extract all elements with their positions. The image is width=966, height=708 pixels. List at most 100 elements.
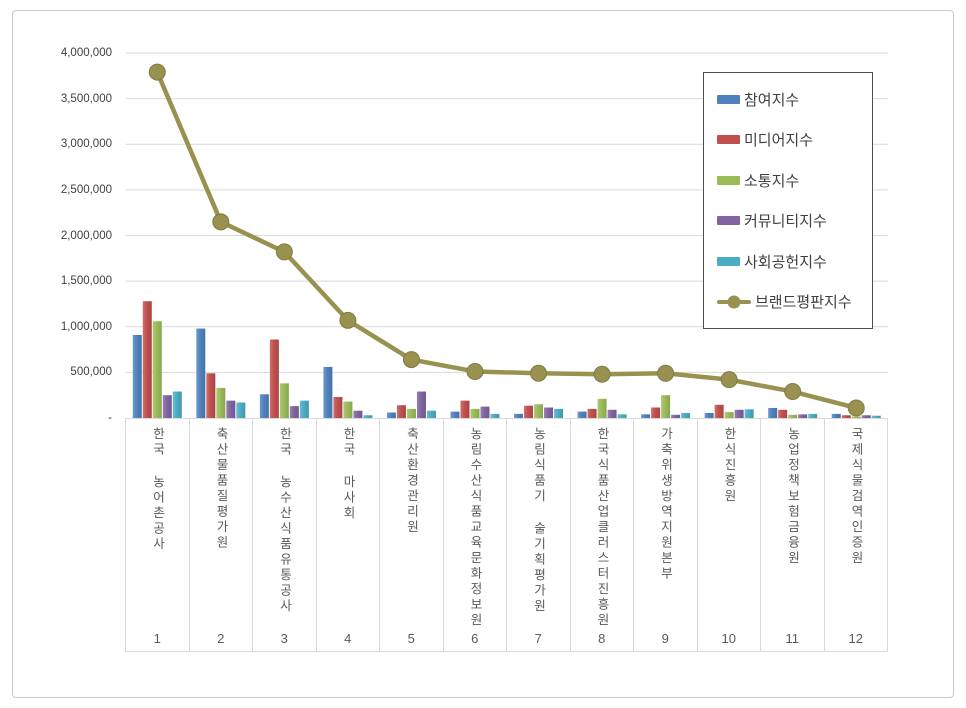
bar-series-2-cat-3: [279, 383, 289, 418]
y-tick-label: 3,000,000: [60, 138, 112, 151]
line-marker-cat-8: [593, 365, 611, 383]
category-cell-10: 한식진흥원 10: [698, 419, 761, 651]
legend-item-social: 사회공헌지수: [717, 251, 872, 272]
legend-label: 사회공헌지수: [744, 253, 827, 271]
category-cell-4: 한국 마사회 4: [317, 419, 380, 651]
line-marker-cat-4: [339, 311, 357, 329]
bar-series-1-cat-2: [206, 373, 216, 418]
bar-series-1-cat-7: [524, 405, 534, 418]
bar-series-0-cat-8: [577, 411, 587, 418]
bar-series-4-cat-5: [426, 410, 436, 418]
category-cell-11: 농업정책보험금융원 11: [761, 419, 825, 651]
legend-label: 커뮤니티지수: [744, 213, 827, 231]
category-rank: 8: [598, 631, 606, 646]
bar-series-4-cat-1: [172, 391, 182, 418]
y-tick-label: 2,000,000: [60, 229, 112, 242]
bar-series-4-cat-3: [299, 400, 309, 418]
bar-series-0-cat-2: [196, 328, 206, 418]
bar-series-1-cat-5: [396, 405, 406, 418]
bar-series-1-cat-3: [269, 339, 279, 418]
category-cell-1: 한국 농어촌공사 1: [125, 419, 190, 651]
bar-series-3-cat-11: [798, 414, 808, 418]
bar-series-0-cat-6: [450, 411, 460, 418]
category-rank: 4: [344, 631, 352, 646]
bar-series-2-cat-4: [343, 401, 353, 418]
legend-item-community: 커뮤니티지수: [717, 210, 872, 231]
category-label: 한식진흥원: [722, 427, 736, 505]
bar-series-2-cat-7: [534, 404, 544, 418]
category-label: 한국식품산업클러스터진흥원: [595, 427, 609, 629]
bar-series-0-cat-1: [132, 334, 142, 418]
bar-series-3-cat-7: [544, 407, 554, 418]
line-marker-cat-7: [530, 364, 548, 382]
bar-series-2-cat-2: [216, 387, 226, 418]
bar-series-2-cat-10: [724, 412, 734, 418]
category-rank: 11: [785, 631, 800, 646]
bar-series-2-cat-1: [152, 321, 162, 418]
legend-marker-dot: [727, 295, 741, 309]
legend-swatch-brand-line: [717, 295, 751, 309]
legend-label: 참여지수: [744, 91, 800, 109]
legend-swatch-communication: [717, 175, 740, 185]
y-tick-label: -: [108, 412, 112, 424]
bar-series-4-cat-2: [236, 402, 246, 418]
bar-series-4-cat-4: [363, 415, 373, 418]
category-rank: 10: [721, 631, 736, 646]
bar-series-4-cat-8: [617, 414, 627, 418]
category-rank: 2: [217, 631, 225, 646]
bar-series-4-cat-10: [744, 409, 754, 418]
legend-item-communication: 소통지수: [717, 170, 872, 191]
bar-series-3-cat-3: [289, 406, 299, 418]
legend-label: 소통지수: [744, 172, 800, 190]
bar-series-1-cat-6: [460, 400, 470, 418]
bar-series-0-cat-9: [641, 414, 651, 418]
bar-series-1-cat-9: [651, 407, 661, 418]
bar-series-2-cat-9: [661, 395, 671, 418]
category-label: 축산환경관리원: [404, 427, 419, 536]
bar-series-0-cat-10: [704, 412, 714, 418]
bar-series-3-cat-12: [861, 415, 871, 418]
legend-item-media: 미디어지수: [717, 129, 872, 150]
brand-index-line: [148, 63, 865, 417]
bar-series-3-cat-5: [416, 391, 426, 418]
bar-series-2-cat-11: [788, 414, 798, 418]
bar-series-0-cat-3: [259, 394, 269, 418]
bar-series-3-cat-1: [162, 395, 172, 418]
bar-series-0-cat-12: [831, 413, 841, 418]
legend: 참여지수 미디어지수 소통지수 커뮤니티지수 사회공헌지수 브랜드평판지수: [703, 72, 873, 329]
bar-series-3-cat-8: [607, 409, 617, 418]
category-rank: 5: [407, 631, 415, 646]
category-cell-9: 가축위생방역지원본부 9: [634, 419, 698, 651]
bar-series-0-cat-11: [768, 407, 778, 418]
y-tick-label: 500,000: [70, 366, 112, 379]
bar-series-0-cat-5: [386, 412, 396, 418]
category-rank: 12: [848, 631, 863, 646]
category-cell-6: 농림수산식품교육문화정보원 6: [444, 419, 507, 651]
category-rank: 1: [153, 631, 161, 646]
bar-series-0-cat-4: [323, 366, 333, 418]
category-label: 농림식품기 술기획평가원: [531, 427, 546, 615]
bar-series-4-cat-12: [871, 415, 881, 418]
category-rank: 7: [534, 631, 542, 646]
legend-label: 브랜드평판지수: [755, 294, 852, 312]
bar-series-3-cat-9: [671, 414, 681, 418]
bar-series-1-cat-10: [714, 404, 724, 418]
legend-swatch-media: [717, 135, 740, 145]
category-label: 한국 농어촌공사: [150, 427, 165, 553]
bar-series-3-cat-10: [734, 409, 744, 418]
category-label: 농림수산식품교육문화정보원: [468, 427, 482, 629]
category-cell-2: 축산물품질평가원 2: [190, 419, 253, 651]
y-tick-label: 2,500,000: [60, 183, 112, 196]
y-tick-label: 1,500,000: [60, 275, 112, 288]
bar-series-1-cat-11: [778, 409, 788, 418]
bar-series-1-cat-12: [841, 415, 851, 418]
category-cell-5: 축산환경관리원 5: [380, 419, 444, 651]
bar-series-2-cat-8: [597, 398, 607, 418]
category-cell-8: 한국식품산업클러스터진흥원 8: [571, 419, 634, 651]
y-tick-label: 4,000,000: [60, 47, 112, 59]
bar-series-3-cat-2: [226, 400, 236, 418]
bar-series-1-cat-1: [142, 301, 152, 418]
bar-series-3-cat-4: [353, 410, 363, 418]
bar-series-1-cat-8: [587, 408, 597, 418]
